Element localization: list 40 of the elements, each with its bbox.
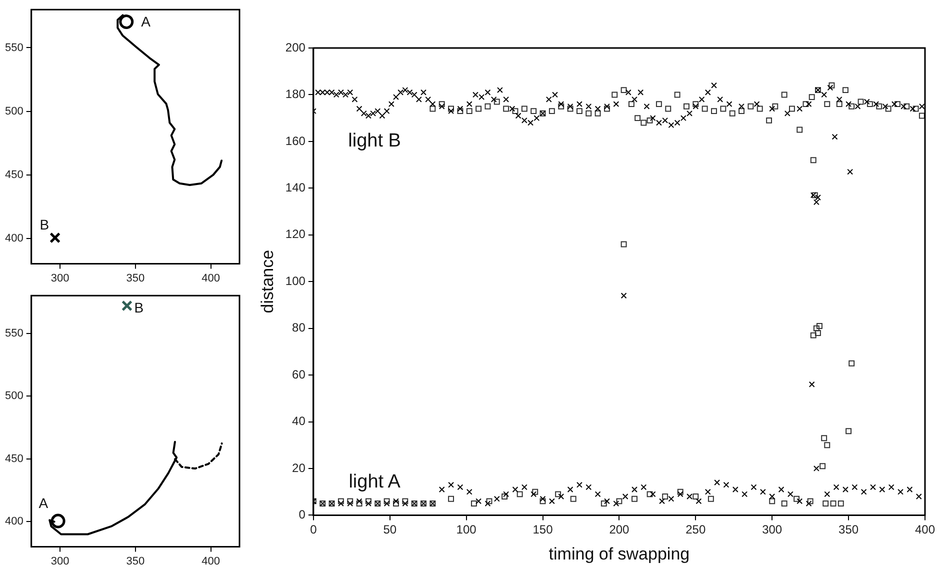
x-tick-label: 50: [383, 522, 397, 537]
y-tick-label: 180: [285, 87, 306, 102]
y-tick-label: 550: [4, 42, 24, 54]
x-tick-label: 150: [532, 522, 554, 537]
x-tick-label: 350: [126, 272, 145, 284]
x-tick-label: 400: [914, 522, 936, 537]
y-tick-label: 0: [298, 508, 306, 522]
y-axis-title: distance: [258, 250, 277, 314]
x-tick-label: 100: [456, 522, 477, 537]
x-tick-label: 250: [686, 522, 706, 537]
x-tick-label: 300: [50, 555, 70, 568]
y-tick-label: 140: [285, 180, 306, 194]
y-tick-label: 20: [292, 460, 306, 475]
annotation: B: [40, 216, 50, 233]
y-tick-label: 160: [285, 134, 306, 148]
y-tick-label: 60: [292, 367, 306, 382]
x-tick-label: 300: [50, 272, 70, 284]
annotation: light A: [348, 472, 401, 493]
y-tick-label: 80: [292, 320, 306, 335]
annotation: A: [141, 14, 152, 30]
annotation: A: [38, 494, 49, 511]
y-tick-label: 550: [4, 327, 24, 340]
y-tick-label: 450: [4, 168, 24, 181]
y-tick-label: 500: [4, 105, 24, 118]
x-tick-label: 0: [310, 522, 318, 537]
x-tick-label: 300: [762, 522, 782, 537]
x-tick-label: 400: [202, 555, 220, 568]
x-tick-label: 350: [126, 555, 145, 568]
annotation: light B: [348, 130, 401, 152]
x-axis-title: timing of swapping: [548, 544, 690, 564]
annotation: B: [134, 300, 144, 316]
y-tick-label: 400: [4, 232, 24, 244]
y-tick-label: 40: [292, 414, 306, 428]
y-tick-label: 500: [4, 390, 24, 402]
y-tick-label: 450: [4, 452, 24, 465]
x-tick-label: 200: [609, 522, 630, 537]
x-tick-label: 350: [838, 522, 859, 537]
y-tick-label: 200: [285, 40, 306, 54]
y-tick-label: 120: [285, 227, 306, 242]
x-tick-label: 400: [202, 272, 220, 284]
